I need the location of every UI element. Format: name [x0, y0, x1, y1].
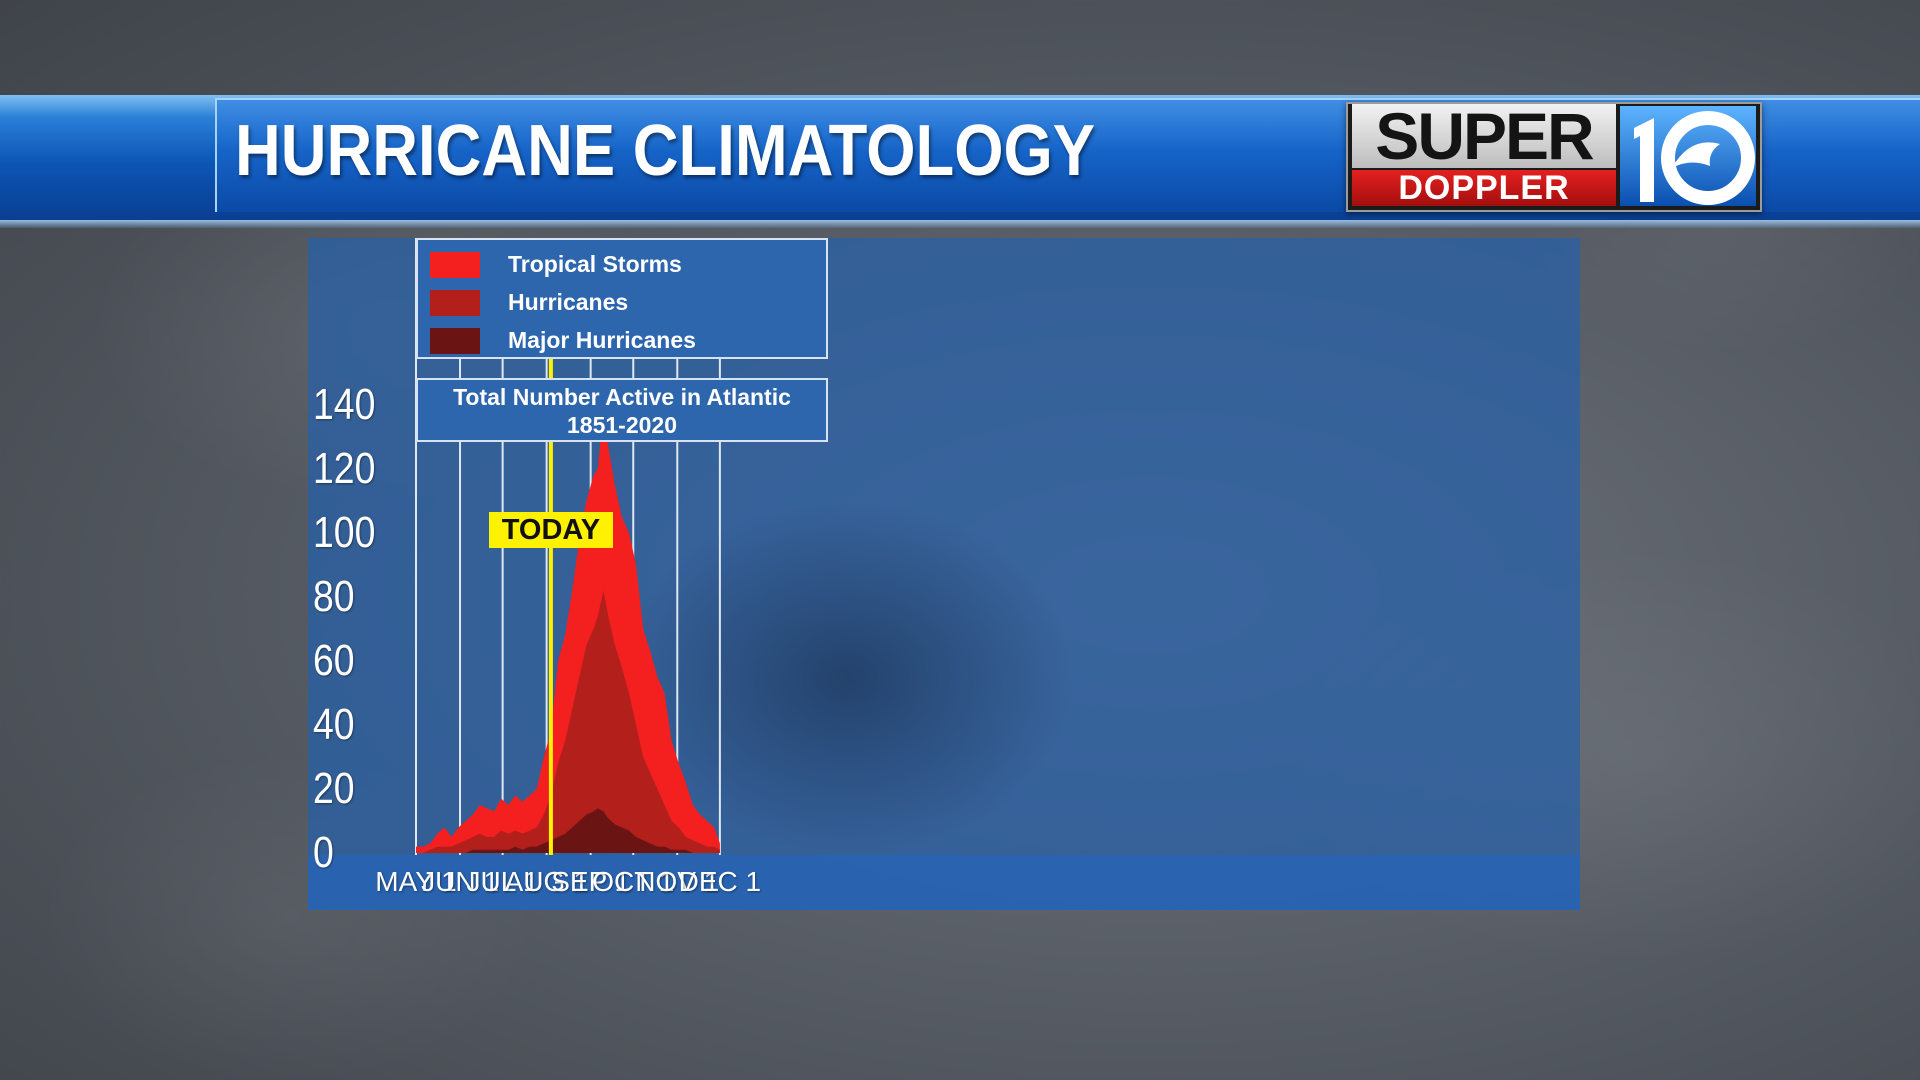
y-tick-label: 40: [313, 700, 355, 749]
today-label: TODAY: [488, 512, 613, 548]
x-tick-label: NOV 1: [635, 866, 720, 897]
y-tick-label: 80: [313, 572, 355, 621]
legend-label-major-hurricanes: Major Hurricanes: [508, 327, 696, 353]
logo-super-text: SUPER: [1352, 103, 1616, 169]
x-tick-label: MAY 1: [375, 866, 457, 897]
legend-swatch-hurricanes: [430, 290, 480, 316]
wave-10-icon: [1620, 106, 1756, 206]
area-tropical-storms: [416, 411, 720, 853]
x-tick-label: OCT 1: [592, 866, 675, 897]
x-axis-band: [308, 855, 1580, 910]
x-tick-label: SEP 1: [551, 866, 631, 897]
logo-doppler-text: DOPPLER: [1352, 170, 1616, 206]
chart-subtitle: Total Number Active in Atlantic 1851-202…: [416, 378, 828, 442]
x-tick-label: JUL 1: [466, 866, 539, 897]
legend-swatch-major-hurricanes: [430, 328, 480, 354]
x-tick-label: AUG 1: [504, 866, 589, 897]
y-tick-label: 140: [313, 380, 376, 429]
y-tick-label: 20: [313, 764, 355, 813]
x-tick-label: DEC 1: [678, 866, 762, 897]
area-hurricanes: [416, 590, 720, 853]
legend-label-tropical-storms: Tropical Storms: [508, 251, 682, 277]
legend-label-hurricanes: Hurricanes: [508, 289, 629, 315]
area-major-hurricanes: [416, 808, 720, 853]
legend-swatch-tropical-storms: [430, 252, 480, 278]
chart-subtitle-line2: 1851-2020: [567, 412, 677, 438]
legend: Tropical Storms Hurricanes Major Hurrica…: [416, 238, 828, 359]
page-title: HURRICANE CLIMATOLOGY: [235, 111, 1096, 191]
y-tick-label: 60: [313, 636, 355, 685]
y-tick-label: 120: [313, 444, 376, 493]
x-tick-label: JUN 1: [421, 866, 499, 897]
y-tick-label: 0: [313, 828, 334, 877]
chart-subtitle-line1: Total Number Active in Atlantic: [453, 384, 791, 410]
y-tick-label: 100: [313, 508, 376, 557]
station-logo: SUPER DOPPLER: [1346, 102, 1762, 212]
